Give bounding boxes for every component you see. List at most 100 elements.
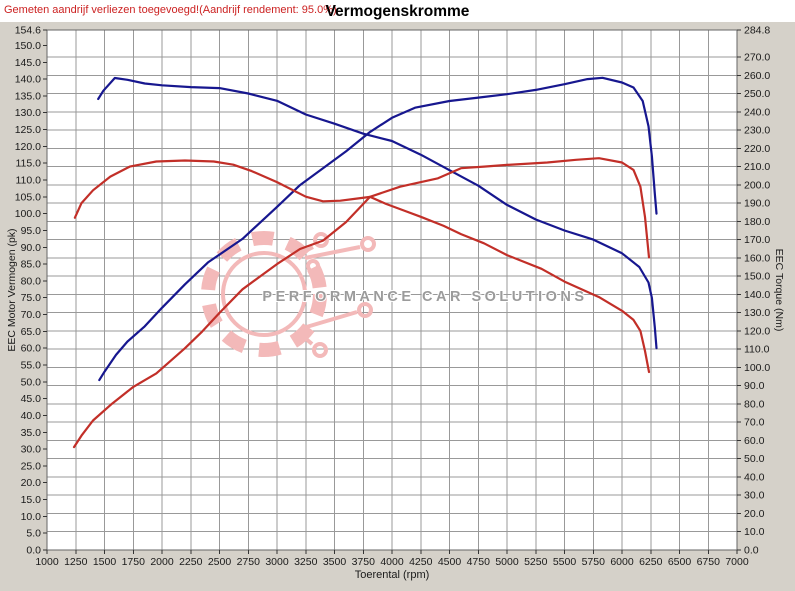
- y-left-tick-label: 40.0: [21, 410, 42, 422]
- curve-power-curve-red: [72, 157, 651, 449]
- x-tick-label: 4250: [409, 556, 433, 568]
- watermark-gear-hub-icon: [221, 251, 307, 337]
- x-tick-label: 7000: [725, 556, 749, 568]
- watermark-circuit-icon: [295, 232, 376, 358]
- y-right-tick-label: 20.0: [744, 508, 765, 520]
- y-right-tick-label: 284.8: [744, 25, 770, 37]
- y-left-tick-label: 145.0: [15, 57, 41, 69]
- y-left-tick-label: 0.0: [26, 545, 41, 557]
- x-tick-label: 1750: [122, 556, 146, 568]
- y-left-tick-label: 140.0: [15, 74, 41, 86]
- y-right-tick-label: 60.0: [744, 435, 765, 447]
- x-tick-label: 6500: [668, 556, 692, 568]
- y-left-tick-label: 45.0: [21, 393, 42, 405]
- y-right-tick-label: 190.0: [744, 198, 770, 210]
- y-right-tick-label: 90.0: [744, 380, 765, 392]
- curve-torque-curve-red: [73, 159, 651, 374]
- y-left-tick-label: 80.0: [21, 275, 42, 287]
- y-right-tick-label: 0.0: [744, 545, 759, 557]
- y-left-tick-label: 154.6: [15, 25, 41, 37]
- y-right-tick-label: 110.0: [744, 344, 770, 356]
- y-left-tick-label: 135.0: [15, 90, 41, 102]
- y-left-tick-label: 65.0: [21, 326, 42, 338]
- y-left-tick-label: 115.0: [16, 158, 42, 170]
- curve-power-curve-blue: [98, 76, 658, 382]
- watermark-gear-icon: [201, 231, 327, 357]
- y-left-tick-label: 120.0: [15, 141, 41, 153]
- y-right-tick-label: 170.0: [744, 234, 770, 246]
- page-title: Vermogenskromme: [325, 3, 470, 20]
- x-tick-label: 6750: [697, 556, 721, 568]
- watermark: PERFORMANCE CAR SOLUTIONS: [201, 231, 587, 358]
- y-left-tick-label: 35.0: [21, 427, 42, 439]
- y-right-tick-label: 160.0: [744, 252, 770, 264]
- y-left-tick-label: 125.0: [15, 124, 41, 136]
- x-tick-label: 4750: [467, 556, 491, 568]
- x-tick-label: 5500: [553, 556, 577, 568]
- x-axis-title: Toerental (rpm): [354, 569, 430, 581]
- x-tick-label: 3750: [352, 556, 376, 568]
- y-left-tick-label: 60.0: [21, 343, 42, 355]
- curve-torque-curve-blue: [97, 76, 658, 350]
- y-left-tick-label: 15.0: [21, 494, 42, 506]
- y-left-tick-label: 50.0: [21, 376, 42, 388]
- x-tick-label: 5750: [582, 556, 606, 568]
- y-right-tick-label: 30.0: [744, 490, 765, 502]
- y-left-tick-label: 10.0: [21, 511, 42, 523]
- x-tick-label: 5000: [495, 556, 519, 568]
- y-right-tick-label: 70.0: [744, 417, 765, 429]
- y-left-tick-label: 30.0: [21, 444, 42, 456]
- y-left-tick-label: 85.0: [21, 259, 42, 271]
- chart-header-strip: [0, 0, 795, 22]
- drivetrain-loss-note: Gemeten aandrijf verliezen toegevoegd!(A…: [4, 4, 337, 16]
- y-right-tick-label: 40.0: [744, 471, 765, 483]
- y-right-tick-label: 10.0: [744, 526, 765, 538]
- y-right-tick-label: 130.0: [744, 307, 770, 319]
- x-tick-label: 2000: [150, 556, 174, 568]
- y-left-tick-label: 105.0: [15, 191, 41, 203]
- y-right-tick-label: 250.0: [744, 88, 770, 100]
- y-left-tick-label: 90.0: [21, 242, 42, 254]
- x-tick-label: 4500: [438, 556, 462, 568]
- y-right-tick-label: 260.0: [744, 70, 770, 82]
- x-tick-label: 3000: [265, 556, 289, 568]
- x-tick-label: 3250: [294, 556, 318, 568]
- x-tick-label: 6000: [610, 556, 634, 568]
- y-left-tick-label: 150.0: [15, 40, 41, 52]
- y-left-tick-label: 5.0: [26, 528, 41, 540]
- y-left-tick-label: 130.0: [15, 107, 41, 119]
- y-right-tick-label: 270.0: [744, 52, 770, 64]
- x-tick-label: 2750: [237, 556, 261, 568]
- x-tick-label: 4000: [380, 556, 404, 568]
- y-left-tick-label: 75.0: [21, 292, 42, 304]
- y-right-axis-title: EEC Torque (Nm): [773, 248, 785, 332]
- y-right-tick-label: 150.0: [744, 271, 770, 283]
- x-tick-label: 1500: [93, 556, 117, 568]
- x-tick-label: 2500: [208, 556, 232, 568]
- y-left-tick-label: 20.0: [21, 477, 42, 489]
- y-right-tick-label: 180.0: [744, 216, 770, 228]
- x-tick-label: 3500: [323, 556, 347, 568]
- y-right-tick-label: 80.0: [744, 398, 765, 410]
- x-tick-label: 1250: [64, 556, 88, 568]
- x-tick-label: 1000: [35, 556, 59, 568]
- x-tick-label: 2250: [179, 556, 203, 568]
- y-right-tick-label: 220.0: [744, 143, 770, 155]
- y-right-tick-label: 140.0: [744, 289, 770, 301]
- y-right-tick-label: 200.0: [744, 179, 770, 191]
- y-left-tick-label: 25.0: [21, 460, 42, 472]
- y-right-tick-label: 210.0: [744, 161, 770, 173]
- watermark-text: PERFORMANCE CAR SOLUTIONS: [262, 289, 587, 305]
- x-tick-label: 6250: [639, 556, 663, 568]
- x-tick-label: 5250: [524, 556, 548, 568]
- y-left-tick-label: 110.0: [16, 175, 42, 187]
- y-left-tick-label: 70.0: [21, 309, 42, 321]
- y-left-tick-label: 100.0: [15, 208, 41, 220]
- y-left-tick-label: 55.0: [21, 360, 42, 372]
- y-left-axis-title: EEC Motor Vermogen (pk): [6, 228, 18, 352]
- y-right-tick-label: 100.0: [744, 362, 770, 374]
- y-right-tick-label: 240.0: [744, 106, 770, 118]
- y-right-tick-label: 230.0: [744, 125, 770, 137]
